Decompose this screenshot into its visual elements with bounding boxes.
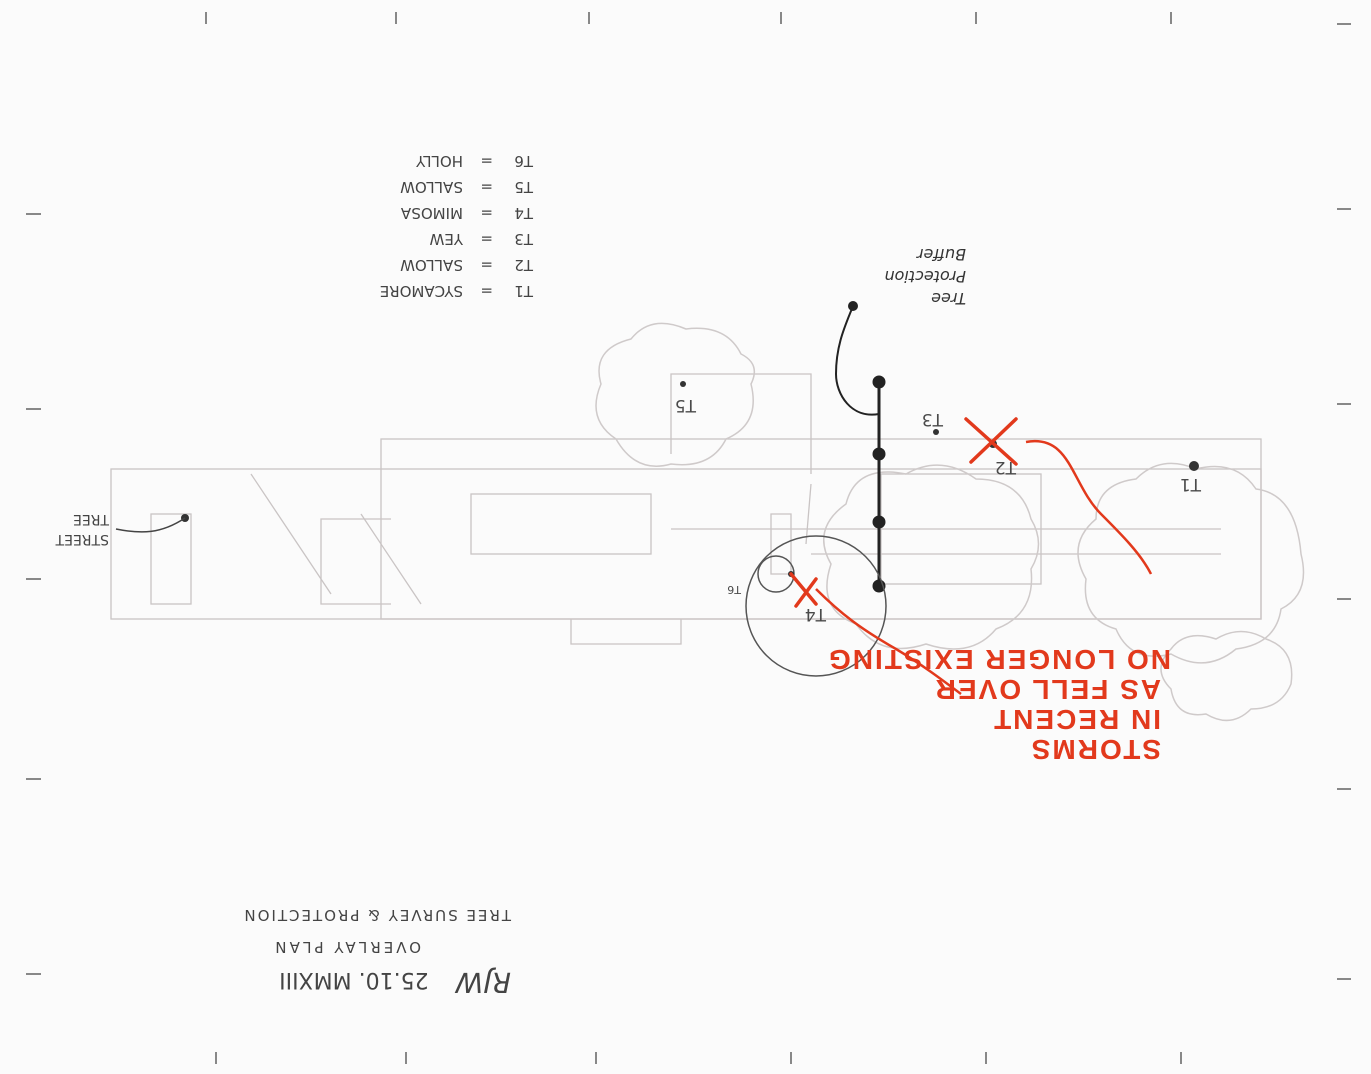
legend-eq: = — [480, 282, 493, 300]
legend-code: T2 — [514, 256, 533, 274]
legend-species: SYCAMORE — [379, 282, 463, 300]
legend-code: T4 — [514, 204, 533, 222]
red-leaders — [815, 439, 1153, 696]
legend-row-t2: T2 = SALLOW — [313, 252, 533, 278]
red-note-line-2: AS FELL OVER — [933, 674, 1161, 705]
label-t6: T6 — [727, 583, 742, 596]
title-line-2: OVERLAY PLAN — [272, 938, 421, 956]
legend-row-t4: T4 = MIMOSA — [313, 200, 533, 226]
legend-row-t6: T6 = HOLLY — [313, 148, 533, 174]
title-block-date-row: RJW 25.10. MMXIII — [151, 966, 511, 999]
legend-eq: = — [480, 256, 493, 274]
legend-code: T5 — [514, 178, 533, 196]
title-block: RJW 25.10. MMXIII OVERLAY PLAN TREE SURV… — [151, 906, 511, 999]
buffer-line-3: Buffer — [916, 245, 966, 264]
label-t5: T5 — [675, 395, 697, 415]
legend-species: MIMOSA — [400, 204, 463, 222]
legend-species: HOLLY — [416, 152, 463, 170]
red-note-line-3: IN RECENT — [992, 704, 1161, 735]
label-t1: T1 — [1180, 474, 1202, 494]
buffer-line-1: Tree — [931, 289, 966, 308]
legend-row-t3: T3 = YEW — [313, 226, 533, 252]
street-tree-annotation: STREET TREE — [9, 509, 109, 549]
t3-dot — [933, 429, 939, 435]
legend-row-t1: T1 = SYCAMORE — [313, 278, 533, 304]
signature: RJW — [455, 966, 511, 999]
tree-labels: T1 T2 T3 T5 T4 T6 — [675, 395, 1202, 624]
legend-code: T3 — [514, 230, 533, 248]
street-tree-line-2: TREE — [73, 511, 109, 527]
buffer-annotation: Tree Protection Buffer — [826, 243, 966, 309]
canopy-t2 — [823, 464, 1040, 650]
protection-buffer — [834, 301, 886, 593]
red-note-line-4: STORMS — [1029, 734, 1161, 765]
legend-species: SALLOW — [400, 178, 463, 196]
legend-species: YEW — [429, 230, 463, 248]
legend-eq: = — [480, 178, 493, 196]
buffer-line-2: Protection — [884, 267, 966, 286]
red-note-line-1: NO LONGER EXISTING — [826, 644, 1171, 675]
street-tree-leader — [115, 517, 186, 533]
frame-ticks — [26, 12, 1351, 1064]
canopy-t3 — [1160, 630, 1293, 722]
legend-eq: = — [480, 204, 493, 222]
t5-dot — [680, 381, 686, 387]
canopy-outlines — [595, 322, 1305, 722]
label-t4: T4 — [805, 604, 827, 624]
legend-code: T6 — [514, 152, 533, 170]
canopy-t5 — [595, 322, 756, 467]
legend-code: T1 — [514, 282, 533, 300]
legend-species: SALLOW — [400, 256, 463, 274]
legend-eq: = — [480, 152, 493, 170]
t1-dot — [1189, 461, 1199, 471]
legend: T1 = SYCAMORE T2 = SALLOW T3 = YEW T4 = MIMOSA T… — [313, 148, 533, 304]
canopy-t1 — [1077, 462, 1305, 664]
fallen-tree-crosses — [789, 417, 1018, 608]
date: 25.10. MMXIII — [279, 967, 429, 992]
legend-eq: = — [480, 230, 493, 248]
street-tree-line-1: STREET — [55, 531, 109, 547]
title-line-1: TREE SURVEY & PROTECTION — [242, 906, 511, 924]
legend-row-t5: T5 = SALLOW — [313, 174, 533, 200]
label-t3: T3 — [922, 409, 944, 429]
building-outlines — [110, 373, 1262, 645]
red-note: STORMS IN RECENT AS FELL OVER NO LONGER … — [791, 644, 1171, 765]
